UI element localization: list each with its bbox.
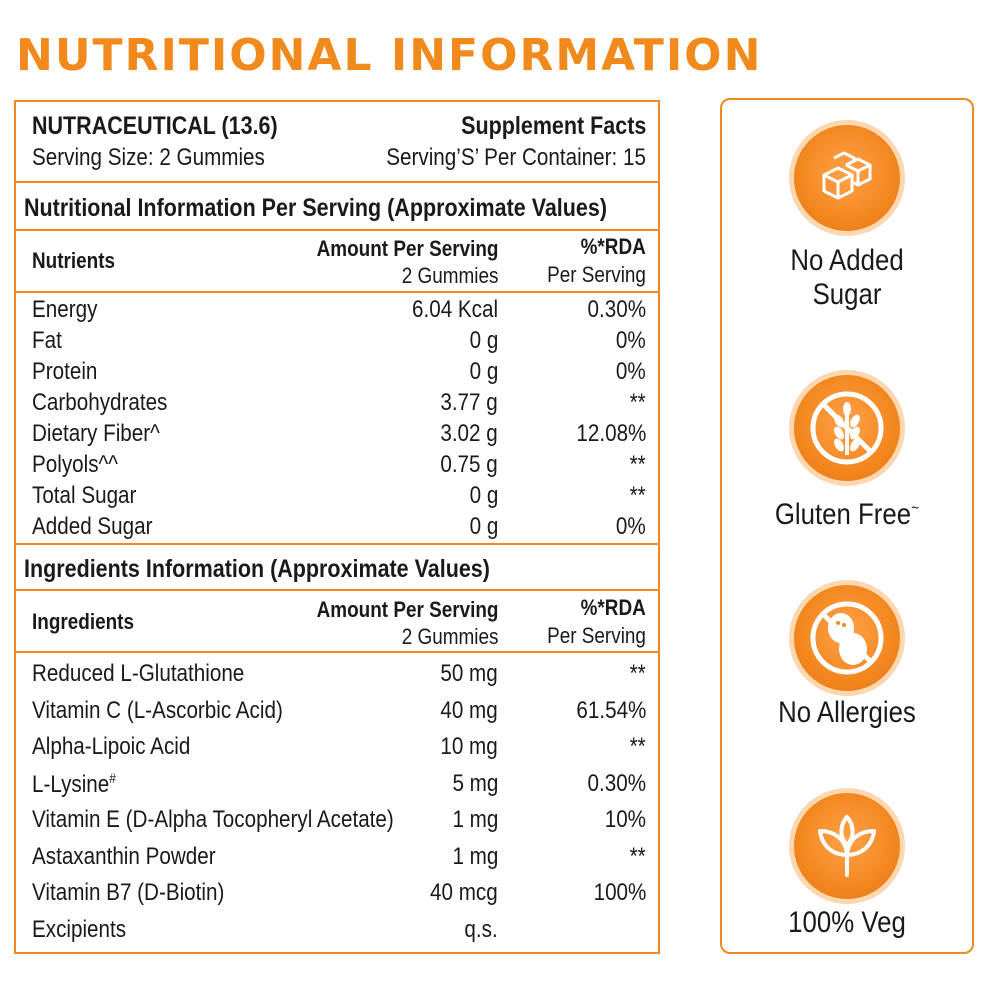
row-amount: 3.77 g	[440, 389, 498, 416]
divider	[16, 291, 658, 293]
row-rda: **	[629, 451, 646, 478]
divider	[16, 181, 658, 183]
row-amount: 0.75 g	[440, 451, 498, 478]
row-rda: **	[629, 733, 646, 760]
rda-column-subheader: Per Serving	[547, 262, 646, 287]
row-name: Astaxanthin Powder	[32, 842, 216, 870]
rda-column-header: %*RDA	[580, 234, 646, 259]
divider	[16, 543, 658, 545]
product-name: NUTRACEUTICAL (13.6)	[32, 112, 278, 140]
nutrients-column-header: Nutrients	[32, 248, 116, 273]
row-name: Total Sugar	[32, 482, 137, 509]
nutrition-section-title: Nutritional Information Per Serving (App…	[24, 194, 607, 222]
row-amount: 1 mg	[452, 842, 498, 870]
divider	[16, 651, 658, 653]
amount-column-header: Amount Per Serving	[316, 597, 498, 622]
row-rda: 0%	[616, 327, 646, 354]
row-amount: 5 mg	[452, 769, 498, 797]
page-title: NUTRITIONAL INFORMATION	[16, 30, 763, 81]
amount-column-subheader: 2 Gummies	[401, 263, 498, 288]
row-name: Reduced L-Glutathione	[32, 660, 245, 687]
row-rda: **	[629, 660, 646, 687]
row-amount: 50 mg	[440, 660, 498, 687]
row-amount: 40 mcg	[430, 879, 498, 906]
row-name: Vitamin B7 (D-Biotin)	[32, 879, 225, 906]
amount-column-header: Amount Per Serving	[316, 236, 498, 261]
row-name: Energy	[32, 296, 98, 323]
row-name: Vitamin E (D-Alpha Tocopheryl Acetate)	[32, 806, 394, 833]
divider	[16, 229, 658, 231]
row-rda: 0.30%	[587, 769, 646, 797]
serving-size: Serving Size: 2 Gummies	[32, 144, 265, 171]
row-rda: 0%	[616, 358, 646, 385]
row-amount: 0 g	[469, 482, 498, 509]
ingredients-section-title: Ingredients Information (Approximate Val…	[24, 555, 490, 583]
row-rda: 100%	[593, 879, 646, 906]
row-amount: 40 mg	[440, 696, 498, 724]
rda-column-header: %*RDA	[580, 595, 646, 620]
row-name: Alpha-Lipoic Acid	[32, 733, 191, 760]
row-amount: 0 g	[469, 513, 498, 540]
row-rda: 12.08%	[575, 420, 646, 447]
row-name: Added Sugar	[32, 513, 153, 540]
row-rda: 0%	[616, 513, 646, 540]
row-amount: q.s.	[464, 915, 498, 943]
ingredients-column-header: Ingredients	[32, 609, 134, 634]
row-rda: 10%	[604, 806, 646, 833]
sugar-cubes-icon	[789, 120, 905, 236]
badge-label: 100% Veg	[788, 906, 906, 939]
feature-badges-panel: No Added Sugar Gluten Free~	[720, 98, 974, 954]
row-rda: 61.54%	[575, 696, 646, 724]
supplement-facts-title: Supplement Facts	[460, 112, 646, 140]
row-rda: **	[629, 482, 646, 509]
row-name: Carbohydrates	[32, 389, 168, 416]
amount-column-subheader: 2 Gummies	[401, 624, 498, 649]
row-name: Excipients	[32, 915, 127, 943]
badge-label: Gluten Free~	[774, 498, 920, 531]
rda-column-subheader: Per Serving	[547, 623, 646, 648]
row-name: Vitamin C (L-Ascorbic Acid)	[32, 696, 283, 724]
servings-per-container: Serving’S’ Per Container: 15	[386, 144, 646, 171]
row-rda: **	[629, 842, 646, 870]
row-amount: 6.04 Kcal	[411, 296, 498, 323]
wheat-crossed-icon	[789, 370, 905, 486]
row-name: Polyols^^	[32, 451, 118, 478]
badge-label-line2: Sugar	[812, 278, 882, 311]
row-amount: 1 mg	[452, 806, 498, 833]
supplement-facts-panel: NUTRACEUTICAL (13.6) Supplement Facts Se…	[14, 100, 660, 954]
row-name: Dietary Fiber^	[32, 420, 160, 447]
divider	[16, 589, 658, 591]
row-amount: 10 mg	[440, 733, 498, 760]
row-amount: 0 g	[469, 358, 498, 385]
badge-label: No Added	[790, 244, 904, 277]
row-rda: 0.30%	[587, 296, 646, 323]
row-amount: 3.02 g	[440, 420, 498, 447]
row-name: Protein	[32, 358, 98, 385]
row-name: L-Lysine#	[32, 769, 116, 798]
row-amount: 0 g	[469, 327, 498, 354]
row-rda: **	[629, 389, 646, 416]
row-name: Fat	[32, 327, 62, 354]
sprout-icon	[789, 788, 905, 904]
badge-label: No Allergies	[778, 696, 916, 729]
peanut-crossed-icon	[789, 580, 905, 696]
